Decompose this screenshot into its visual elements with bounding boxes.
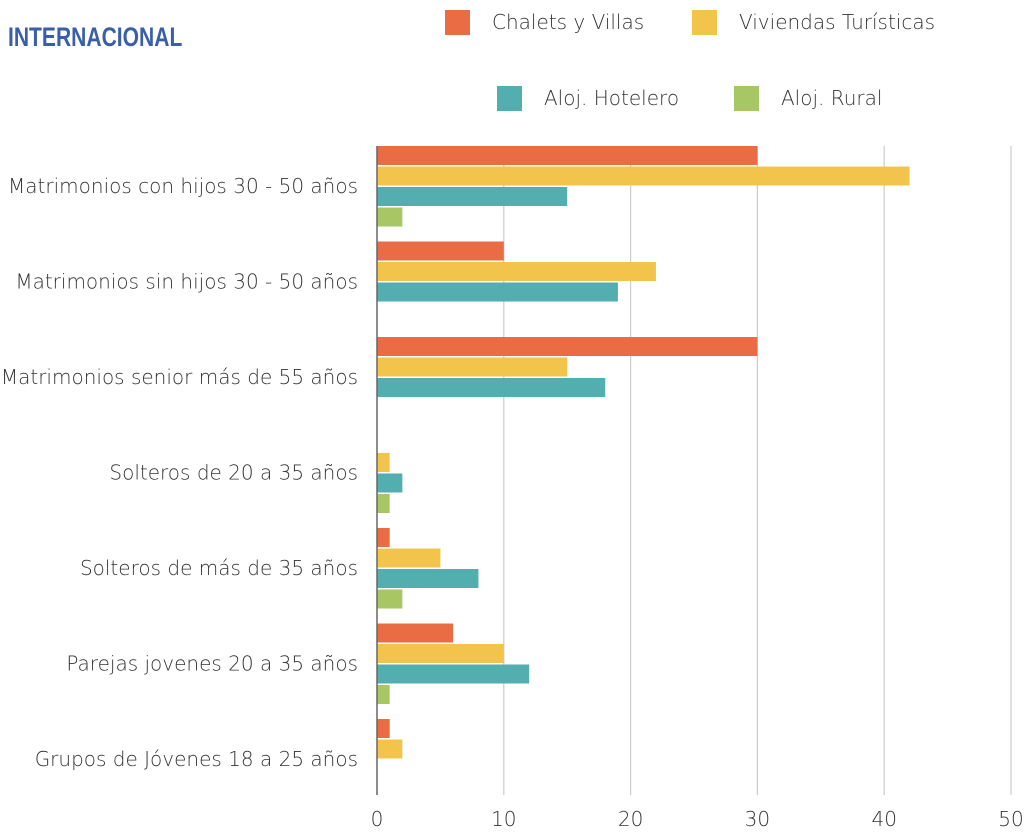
x-tick-label: 50 (998, 807, 1023, 831)
legend-swatch (445, 9, 470, 35)
category-label: Solteros de más de 35 años (80, 556, 358, 580)
bar (377, 528, 390, 547)
bar (377, 378, 606, 397)
bar (377, 241, 504, 261)
bar (377, 644, 504, 663)
bar (377, 357, 568, 377)
legend-item-chalets: Chalets y Villas (445, 8, 644, 36)
legend-label: Aloj. Hotelero (544, 86, 680, 110)
bar (377, 569, 479, 588)
legend-item-hotelero: Aloj. Hotelero (497, 84, 679, 112)
bar (377, 187, 568, 206)
x-tick-label: 20 (618, 807, 643, 831)
legend-label: Chalets y Villas (492, 10, 645, 34)
legend-item-viviendas: Viviendas Turísticas (692, 8, 935, 36)
category-label: Matrimonios con hijos 30 - 50 años (8, 174, 358, 198)
category-label: Grupos de Jóvenes 18 a 25 años (35, 747, 358, 771)
category-label: Solteros de 20 a 35 años (109, 460, 358, 484)
bar (377, 685, 390, 704)
legend-swatch (692, 9, 717, 35)
legend-label: Aloj. Rural (781, 86, 883, 110)
legend-swatch (734, 85, 759, 111)
bar (377, 207, 403, 227)
bar (377, 453, 390, 472)
chart-title: INTERNACIONAL (8, 22, 183, 52)
legend-item-rural: Aloj. Rural (734, 84, 882, 112)
category-label: Parejas jovenes 20 a 35 años (66, 651, 358, 675)
x-tick-label: 0 (371, 807, 384, 831)
x-tick-label: 30 (745, 807, 770, 831)
bar (377, 262, 656, 281)
category-label: Matrimonios sin hijos 30 - 50 años (15, 269, 358, 293)
x-tick-label: 10 (491, 807, 516, 831)
bar (377, 166, 910, 186)
bar (377, 146, 758, 165)
bar (377, 494, 390, 513)
x-tick-label: 40 (871, 807, 896, 831)
bar (377, 664, 530, 684)
bar (377, 739, 403, 759)
bar (377, 282, 618, 302)
bar (377, 473, 403, 493)
category-label: Matrimonios senior más de 55 años (1, 365, 358, 389)
legend-swatch (497, 85, 522, 111)
bar (377, 589, 403, 609)
bar (377, 337, 758, 356)
bar (377, 548, 441, 568)
legend-label: Viviendas Turísticas (739, 10, 936, 34)
bar (377, 623, 454, 643)
bar (377, 719, 390, 738)
